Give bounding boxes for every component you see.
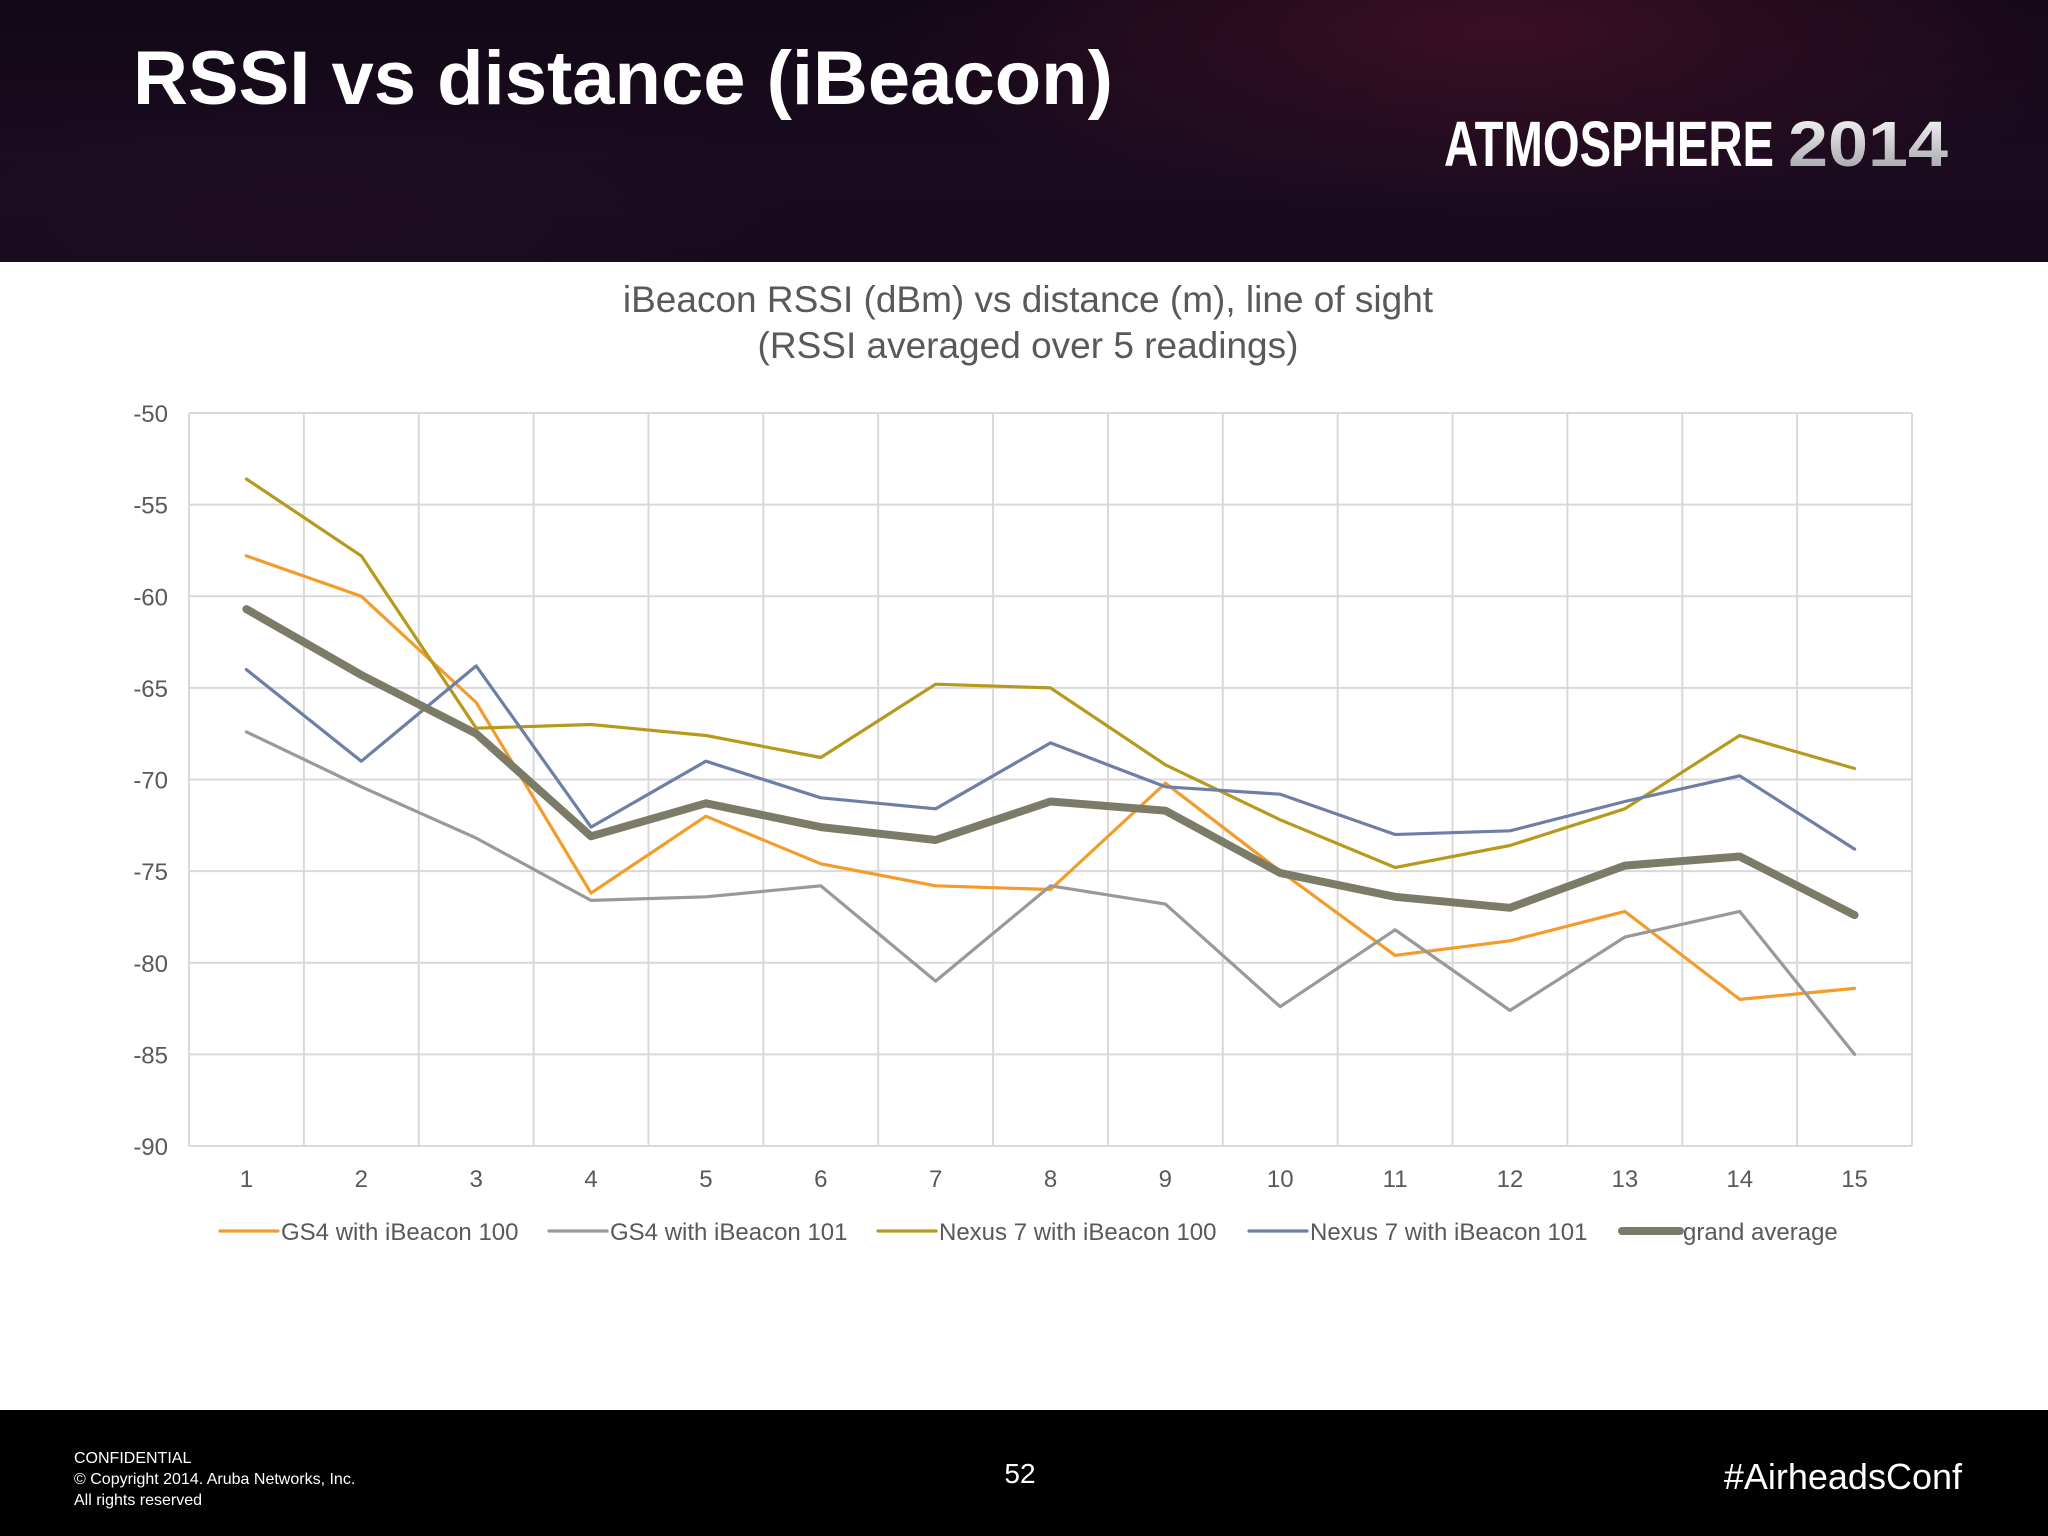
y-axis-ticks: -50 -55 -60 -65 -70 -75 -80 -85 -90 [133, 401, 168, 1161]
brand-year: 2014 [1788, 108, 1948, 176]
page-number: 52 [1004, 1458, 1036, 1489]
series-line [244, 477, 1857, 870]
chart-grid [188, 412, 1913, 1147]
y-tick-label: -65 [133, 676, 168, 703]
x-tick-label: 15 [1841, 1166, 1868, 1193]
chart-title: iBeacon RSSI (dBm) vs distance (m), line… [623, 279, 1434, 366]
x-tick-label: 12 [1497, 1166, 1524, 1193]
x-tick-label: 14 [1726, 1166, 1753, 1193]
x-tick-label: 3 [469, 1166, 482, 1193]
x-tick-label: 10 [1267, 1166, 1294, 1193]
x-axis-ticks: 1 2 3 4 5 6 7 8 9 10 11 12 13 14 15 [240, 1166, 1868, 1193]
series-line [244, 730, 1857, 1057]
series-line [242, 605, 1859, 920]
y-tick-label: -70 [133, 768, 168, 795]
x-tick-label: 8 [1044, 1166, 1057, 1193]
slide-footer: CONFIDENTIAL © Copyright 2014. Aruba Net… [0, 1410, 2048, 1536]
x-tick-label: 2 [355, 1166, 368, 1193]
y-tick-label: -80 [133, 951, 168, 978]
series-line [244, 554, 1857, 1002]
rssi-line-chart: iBeacon RSSI (dBm) vs distance (m), line… [133, 279, 1913, 1246]
legend-label: grand average [1683, 1219, 1838, 1246]
x-tick-label: 4 [584, 1166, 597, 1193]
chart-title-line: iBeacon RSSI (dBm) vs distance (m), line… [623, 279, 1434, 320]
x-tick-label: 9 [1159, 1166, 1172, 1193]
hashtag: #AirheadsConf [1723, 1456, 1962, 1497]
brand-word: ATMOSPHERE [1444, 108, 1774, 176]
y-tick-label: -90 [133, 1134, 168, 1161]
footer-confidential: CONFIDENTIAL © Copyright 2014. Aruba Net… [74, 1448, 355, 1511]
legend-label: GS4 with iBeacon 101 [610, 1219, 847, 1246]
x-tick-label: 6 [814, 1166, 827, 1193]
x-tick-label: 13 [1611, 1166, 1638, 1193]
x-tick-label: 7 [929, 1166, 942, 1193]
legend-label: GS4 with iBeacon 100 [281, 1219, 518, 1246]
series-lines [242, 477, 1859, 1057]
series-line [244, 664, 1857, 851]
y-tick-label: -60 [133, 584, 168, 611]
x-tick-label: 11 [1383, 1166, 1408, 1193]
atmosphere-logo: ATMOSPHERE 2014 [1444, 108, 1948, 176]
chart-title-line: (RSSI averaged over 5 readings) [758, 325, 1299, 366]
chart-legend: GS4 with iBeacon 100 GS4 with iBeacon 101… [218, 1219, 1838, 1246]
x-tick-label: 5 [699, 1166, 712, 1193]
y-tick-label: -85 [133, 1042, 168, 1069]
legend-label: Nexus 7 with iBeacon 101 [1310, 1219, 1588, 1246]
copyright-line: © Copyright 2014. Aruba Networks, Inc. [74, 1471, 356, 1488]
y-tick-label: -50 [133, 401, 168, 428]
x-tick-label: 1 [240, 1166, 253, 1193]
y-tick-label: -55 [133, 493, 168, 520]
legend-label: Nexus 7 with iBeacon 100 [939, 1219, 1217, 1246]
confidential-line: CONFIDENTIAL [74, 1450, 192, 1467]
slide-header: RSSI vs distance (iBeacon) ATMOSPHERE 20… [0, 0, 2048, 262]
slide-title: RSSI vs distance (iBeacon) [133, 36, 1113, 121]
y-tick-label: -75 [133, 859, 168, 886]
rights-line: All rights reserved [74, 1492, 203, 1509]
